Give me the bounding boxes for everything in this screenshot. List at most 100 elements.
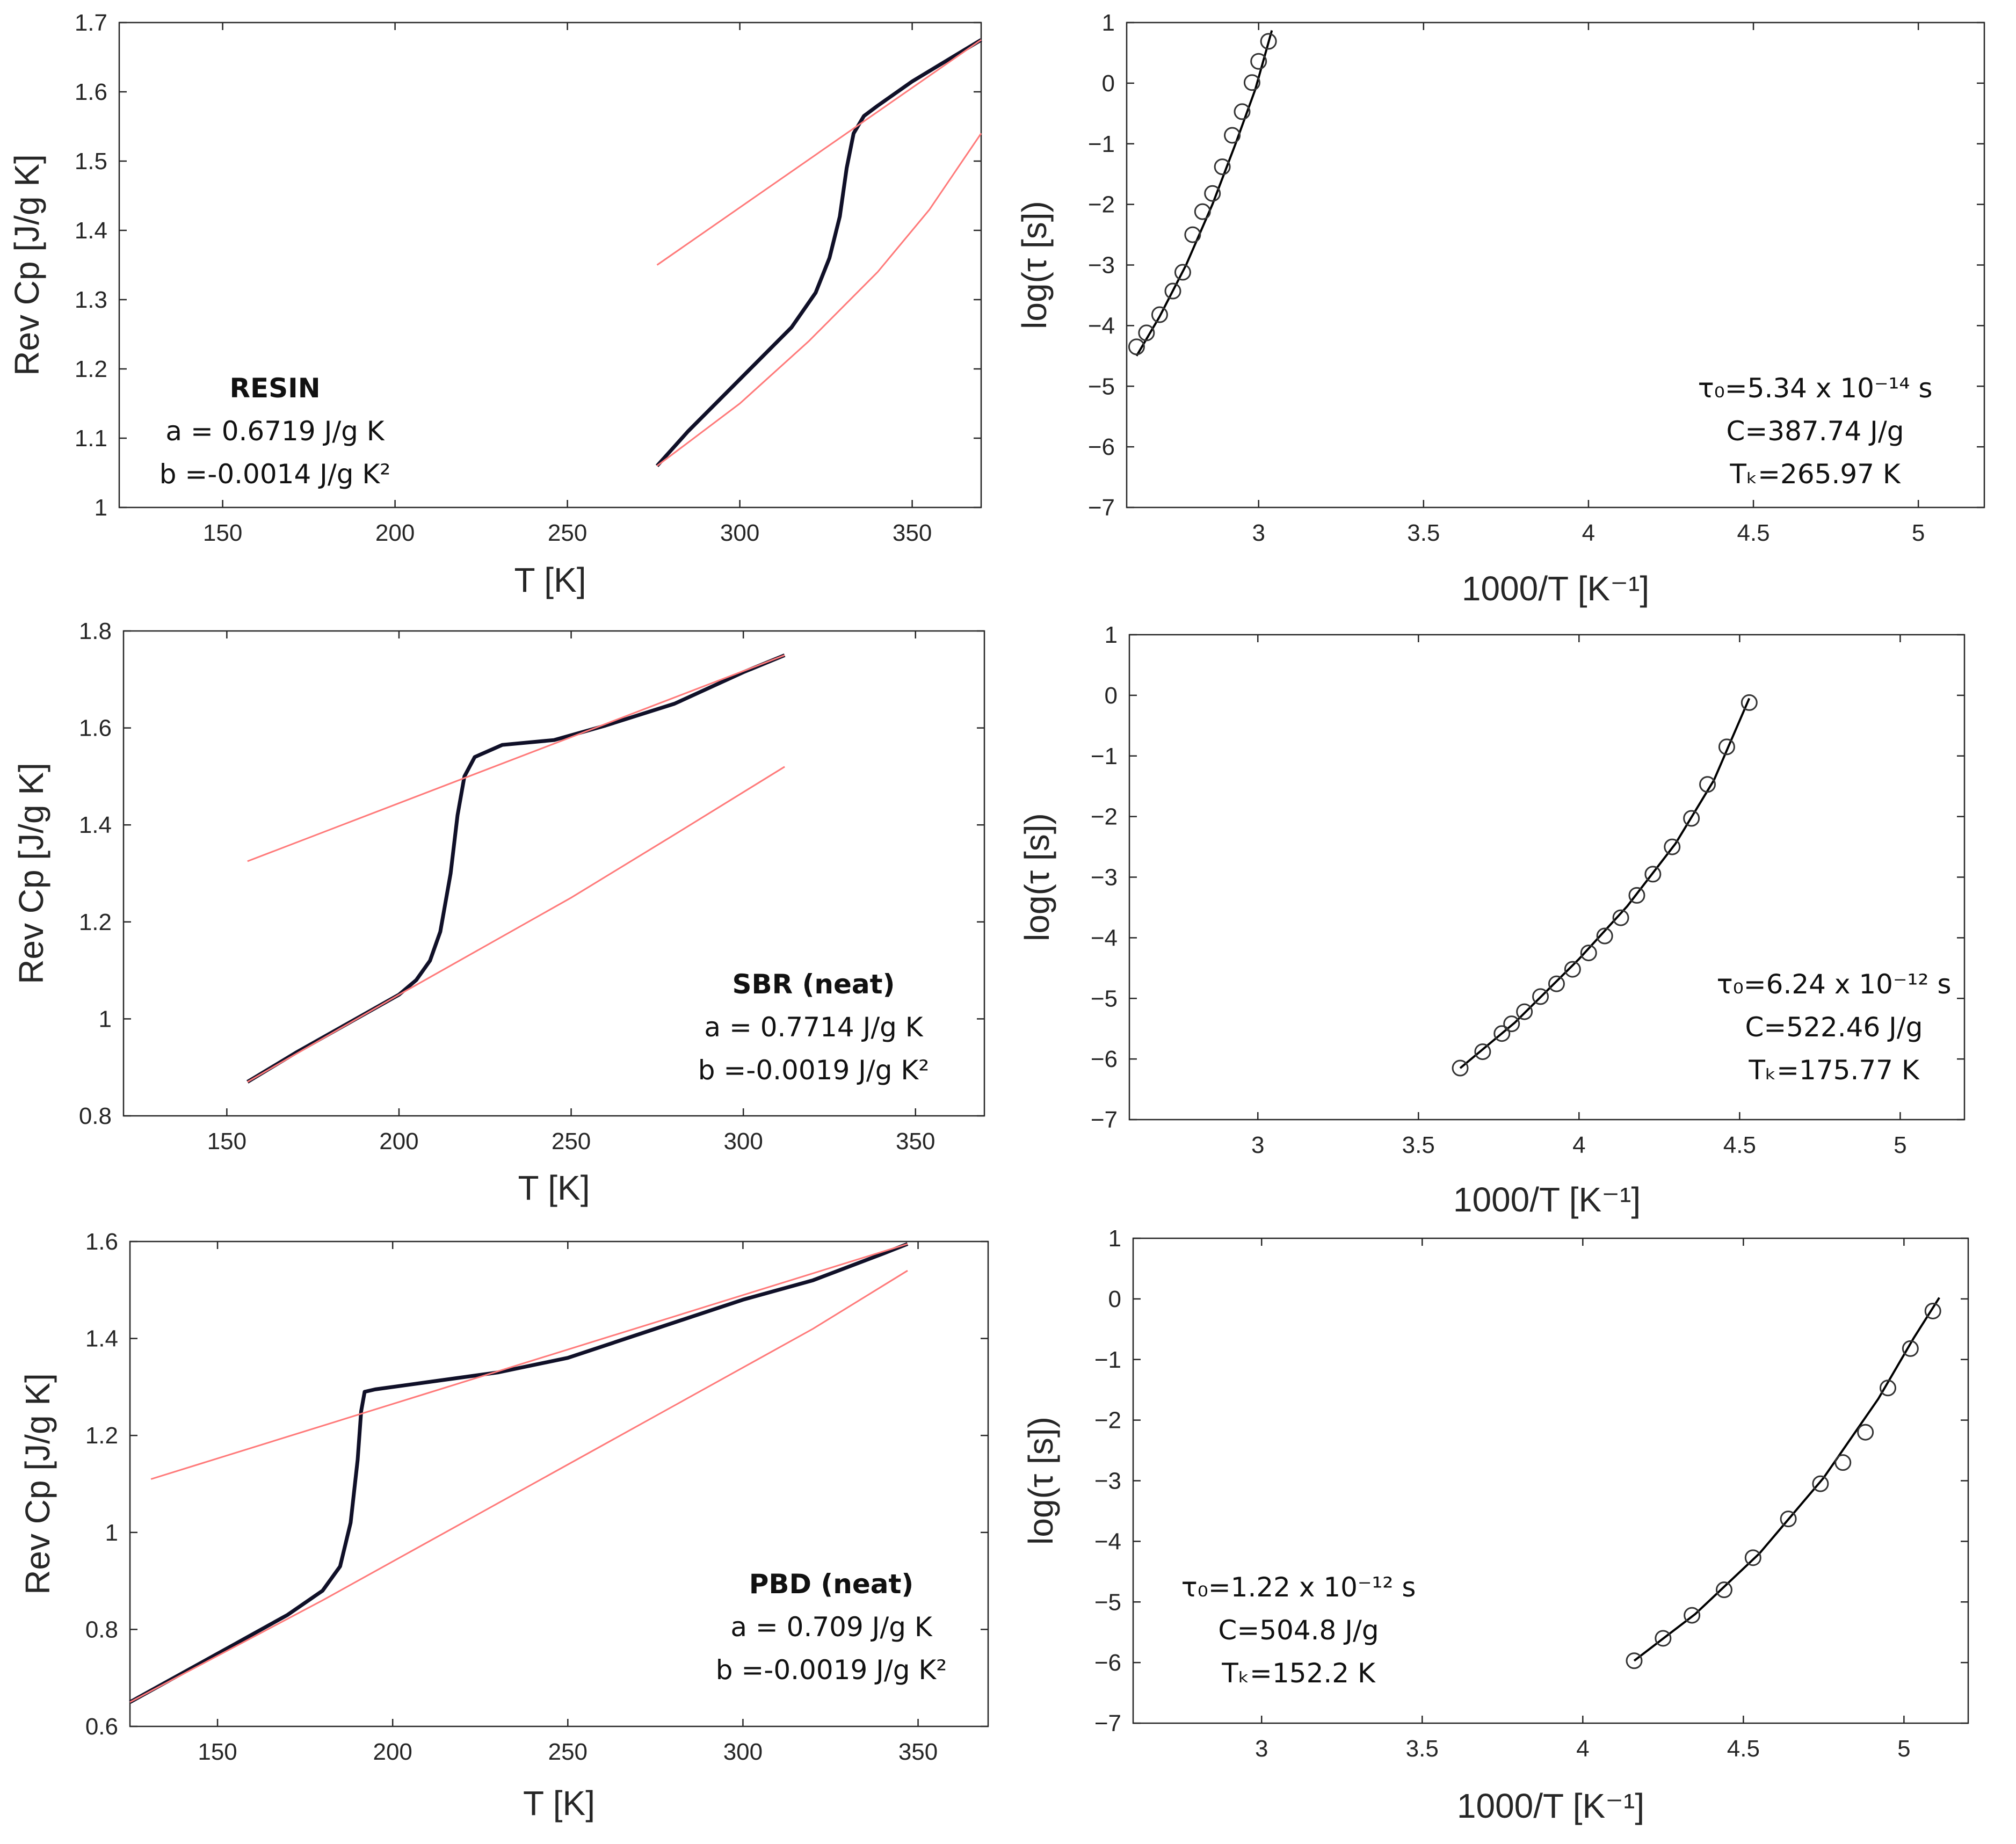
x-tick-label: 150 [203,520,242,546]
x-tick-label: 3 [1252,520,1265,546]
pbd-vft-data-point [1879,1380,1896,1397]
y-tick-label: 1 [1105,622,1118,648]
sbr-vft-data-point [1628,887,1645,904]
x-tick-label: 150 [198,1739,237,1765]
x-axis-label: 1000/T [K⁻¹] [1457,1787,1644,1825]
x-tick-label: 4.5 [1723,1132,1756,1158]
x-axis-label: 1000/T [K⁻¹] [1453,1180,1641,1219]
resin-vft-data-point [1151,306,1168,323]
pbd-vft-data-point [1780,1511,1797,1528]
sbr-vft-data-point [1474,1043,1491,1061]
pbd-vft-chart: 3 3.5 4 4.5 5 1 0 −1 −2 −3 −4 −5 −6 −7 1000/T [K⁻¹] log… [1021,1225,1969,1825]
y-tick-label: 0.8 [85,1616,118,1643]
sbr-vft-annotation-line: Tₖ=175.77 K [1748,1055,1920,1086]
resin-vft-data-point [1260,33,1277,50]
resin-vft-data-point [1138,324,1155,342]
x-tick-label: 4 [1576,1736,1589,1762]
pbd-cp-annotation-line: a = 0.709 J/g K [730,1611,933,1643]
sbr-vft-data-point [1532,988,1549,1005]
resin-vft-data-point [1243,74,1260,91]
sbr-cp-chart: 150 200 250 300 350 0.8 1 1.2 1.4 1.6 1.8 T [K] Rev … [12,618,985,1207]
x-tick-label: 4 [1572,1132,1585,1158]
y-tick-label: 1 [1108,1225,1121,1252]
y-tick-label: −3 [1091,865,1118,891]
sbr-vft-plot-frame [1128,634,1966,1121]
resin-cp-plot-frame [118,21,982,509]
y-tick-label: −7 [1094,1710,1121,1737]
y-tick-label: −7 [1091,1107,1118,1133]
x-tick-label: 200 [373,1739,412,1765]
y-tick-label: −1 [1094,1347,1121,1373]
y-tick-label: 1.6 [85,1229,118,1255]
resin-vft-data-point [1174,264,1191,281]
resin-cp-sample-name: RESIN [229,373,320,404]
sbr-vft-data-point [1612,909,1629,926]
x-tick-label: 250 [548,1739,588,1765]
x-tick-label: 3 [1255,1736,1268,1762]
x-axis-label: T [K] [523,1784,595,1823]
y-tick-label: 0.6 [85,1714,118,1740]
resin-cp-chart: 150 200 250 300 350 1 1.1 1.2 1.3 1.4 1.5 1.6 1.7 T [… [8,10,982,599]
x-tick-label: 350 [893,520,932,546]
resin-vft-data-point [1224,127,1241,144]
pbd-vft-data-point [1626,1652,1643,1669]
y-tick-label: 1 [1102,10,1115,36]
sbr-vft-data-point [1503,1015,1520,1033]
y-tick-label: 1.7 [75,10,107,36]
sbr-vft-annotation-line: τ₀=6.24 x 10⁻¹² s [1717,969,1952,1000]
x-tick-label: 4 [1582,520,1595,546]
pbd-vft-annotation-line: C=504.8 J/g [1218,1615,1379,1646]
sbr-cp-series-glass-fit [247,766,785,1083]
resin-cp-series-liquid-fit [656,39,982,266]
x-tick-label: 300 [723,1739,763,1765]
y-axis-label: Rev Cp [J/g K] [8,154,46,376]
sbr-vft-vft-fit-curve [1459,698,1751,1069]
sbr-vft-data-point [1699,776,1716,793]
y-tick-label: −6 [1088,434,1115,460]
pbd-vft-data-point [1812,1475,1829,1492]
x-tick-label: 250 [548,520,587,546]
y-tick-label: 1 [105,1520,118,1546]
pbd-cp-annotation-line: b =-0.0019 J/g K² [716,1654,947,1686]
resin-cp-series-measured [655,38,982,467]
y-tick-label: −2 [1088,192,1115,218]
y-tick-label: 1.6 [79,715,112,742]
y-tick-label: 1.2 [85,1422,118,1449]
x-tick-label: 5 [1897,1736,1910,1762]
x-tick-label: 150 [207,1128,246,1155]
sbr-vft-data-point [1741,694,1758,711]
x-tick-label: 3.5 [1407,520,1440,546]
y-tick-label: −4 [1094,1528,1121,1555]
x-tick-label: 5 [1894,1132,1906,1158]
y-tick-label: 1.2 [79,909,112,935]
resin-vft-data-point [1164,282,1181,300]
sbr-vft-data-point [1718,738,1735,756]
pbd-vft-data-point [1857,1424,1874,1441]
pbd-vft-data-point [1715,1581,1732,1599]
pbd-vft-vft-fit-curve [1633,1297,1940,1662]
pbd-vft-data-point [1655,1630,1672,1647]
sbr-vft-data-point [1683,810,1700,827]
sbr-vft-data-point [1564,961,1581,978]
resin-cp-annotation-line: b =-0.0014 J/g K² [159,459,390,490]
sbr-vft-data-point [1580,945,1597,962]
x-tick-label: 3.5 [1406,1736,1439,1762]
x-tick-label: 350 [896,1128,935,1155]
y-tick-label: −4 [1088,313,1115,339]
y-axis-label: Rev Cp [J/g K] [18,1373,57,1595]
sbr-vft-data-point [1493,1025,1511,1042]
resin-vft-data-point [1214,158,1231,176]
resin-vft-annotation-line: τ₀=5.34 x 10⁻¹⁴ s [1698,373,1933,404]
y-tick-label: −6 [1091,1046,1118,1072]
y-tick-label: 1.8 [79,618,112,644]
sbr-cp-annotation-line: b =-0.0019 J/g K² [698,1055,929,1086]
y-tick-label: 0 [1108,1286,1121,1312]
x-axis-label: 1000/T [K⁻¹] [1462,569,1649,608]
x-tick-label: 350 [898,1739,938,1765]
y-tick-label: −2 [1094,1407,1121,1434]
x-tick-label: 5 [1912,520,1925,546]
pbd-cp-series-liquid-fit [150,1243,908,1480]
x-tick-label: 200 [375,520,415,546]
pbd-cp-sample-name: PBD (neat) [749,1569,914,1600]
